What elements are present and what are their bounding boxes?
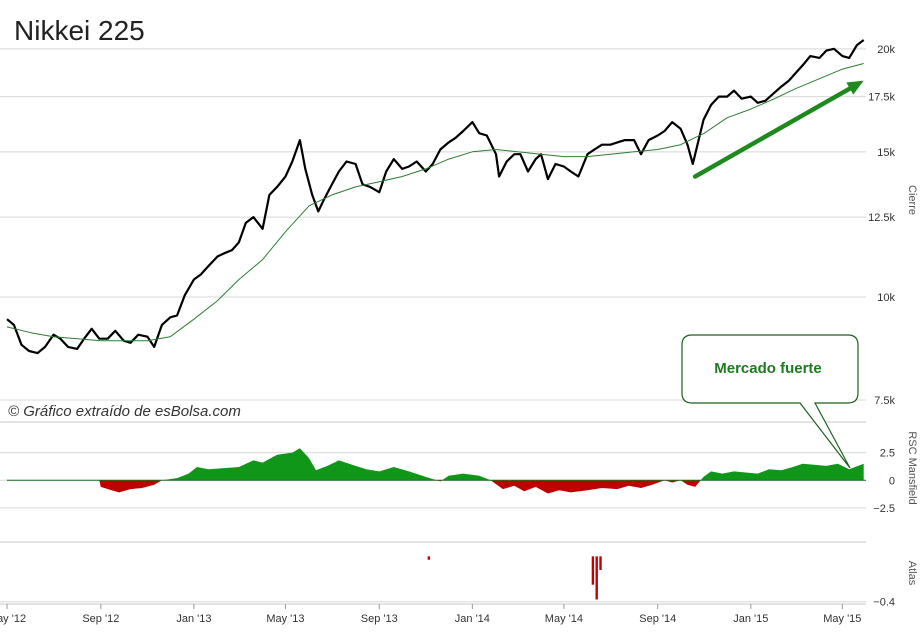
callout-text: Mercado fuerte — [714, 360, 822, 377]
chart-credit: © Gráfico extraído de esBolsa.com — [8, 403, 241, 420]
x-tick-label: Jan '15 — [733, 613, 768, 625]
rsc-tick-label: −2.5 — [873, 503, 895, 515]
x-tick-label: Sep '14 — [639, 613, 676, 625]
callout-bubble: Mercado fuerte — [681, 334, 859, 469]
atlas-panel — [427, 556, 602, 600]
rsc-negative-area — [7, 480, 864, 494]
price-tick-label: 15k — [877, 147, 895, 159]
price-tick-label: 20k — [877, 44, 895, 56]
x-tick-label: May '14 — [545, 613, 583, 625]
rsc-positive-area — [162, 448, 864, 481]
rsc-tick-label: 2.5 — [880, 448, 895, 460]
atlas-bar — [595, 556, 598, 600]
rsc-axis-title: RSC Mansfield — [906, 431, 918, 504]
price-tick-label: 12.5k — [868, 212, 895, 224]
chart-title: Nikkei 225 — [14, 15, 145, 46]
price-tick-label: 7.5k — [874, 395, 895, 407]
x-tick-label: May '15 — [823, 613, 861, 625]
rsc-tick-label: 0 — [889, 475, 895, 487]
trend-arrow-head — [846, 80, 864, 95]
x-tick-label: Sep '12 — [82, 613, 119, 625]
trend-arrow-shaft — [692, 86, 853, 179]
price-tick-label: 17.5k — [868, 92, 895, 104]
atlas-bar — [591, 556, 595, 585]
atlas-bar — [427, 556, 431, 560]
x-tick-label: Jan '13 — [176, 613, 211, 625]
moving-average-line — [6, 63, 864, 342]
atlas-tick-label: −0.4 — [873, 597, 895, 609]
y-tick-labels: 7.5k 10k 12.5k 15k 17.5k 20k 2.5 0 −2.5 −0.4 — [868, 44, 895, 609]
atlas-axis-title: Atlas — [906, 561, 918, 586]
price-axis-title: Cierre — [906, 185, 918, 215]
rsc-panel — [7, 448, 866, 494]
price-panel — [6, 39, 865, 355]
price-line — [6, 39, 865, 355]
x-tick-label: May '13 — [266, 613, 304, 625]
x-tick-labels: May '12 Sep '12 Jan '13 May '13 Sep '13 Jan '… — [0, 604, 861, 625]
x-tick-label: Sep '13 — [361, 613, 398, 625]
x-tick-label: May '12 — [0, 613, 26, 625]
x-tick-label: Jan '14 — [455, 613, 490, 625]
price-tick-label: 10k — [877, 292, 895, 304]
callout-shape — [681, 334, 859, 469]
atlas-bar — [599, 556, 602, 570]
